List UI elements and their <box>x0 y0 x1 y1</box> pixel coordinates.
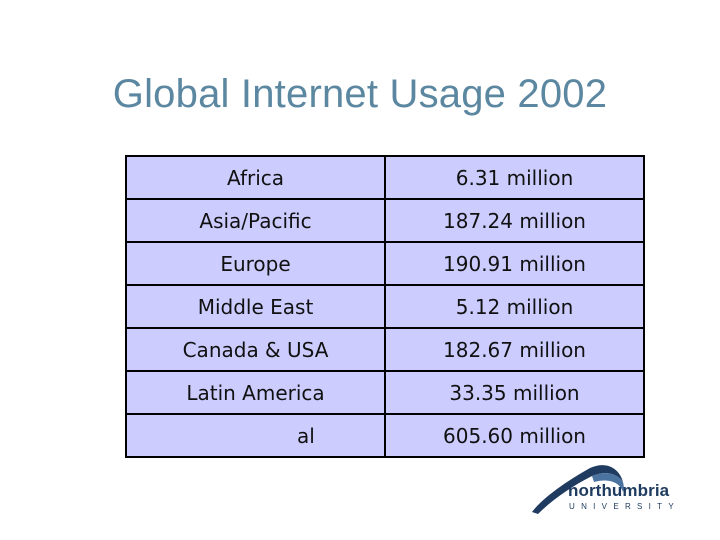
table-row: Asia/Pacific 187.24 million <box>125 198 645 243</box>
region-cell: Middle East <box>125 284 386 329</box>
region-cell: Europe <box>125 241 386 286</box>
region-cell: Asia/Pacific <box>125 198 386 243</box>
table-row: al 605.60 million <box>125 413 645 458</box>
users-cell: 6.31 million <box>384 155 645 200</box>
users-cell: 33.35 million <box>384 370 645 415</box>
table-row: Latin America 33.35 million <box>125 370 645 415</box>
logo-wordmark: northumbria <box>568 481 670 500</box>
internet-usage-table: Africa 6.31 million Asia/Pacific 187.24 … <box>125 155 645 458</box>
logo-subtitle: UNIVERSITY <box>569 502 681 511</box>
region-cell: Africa <box>125 155 386 200</box>
table-row: Europe 190.91 million <box>125 241 645 286</box>
university-logo: northumbria UNIVERSITY <box>528 462 678 520</box>
region-cell: al <box>125 413 386 458</box>
table-row: Canada & USA 182.67 million <box>125 327 645 372</box>
region-cell: Latin America <box>125 370 386 415</box>
swoosh-logo-icon <box>532 465 624 514</box>
users-cell: 182.67 million <box>384 327 645 372</box>
users-cell: 187.24 million <box>384 198 645 243</box>
region-cell: Canada & USA <box>125 327 386 372</box>
slide-title: Global Internet Usage 2002 <box>112 72 608 116</box>
table-row: Africa 6.31 million <box>125 155 645 200</box>
table-row: Middle East 5.12 million <box>125 284 645 329</box>
users-cell: 5.12 million <box>384 284 645 329</box>
users-cell: 190.91 million <box>384 241 645 286</box>
users-cell: 605.60 million <box>384 413 645 458</box>
